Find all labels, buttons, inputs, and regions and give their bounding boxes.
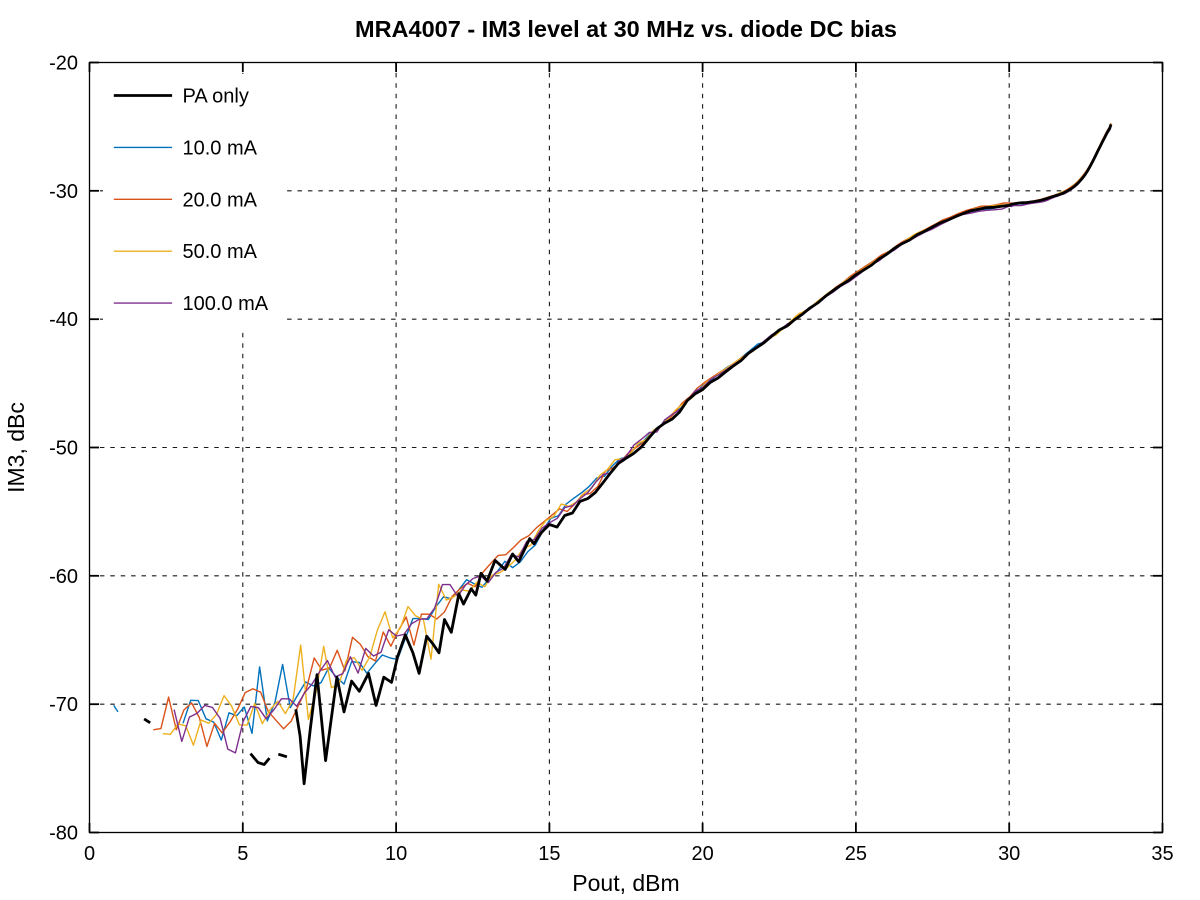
svg-text:20.0 mA: 20.0 mA <box>183 189 258 211</box>
svg-text:-60: -60 <box>49 566 78 588</box>
svg-text:100.0 mA: 100.0 mA <box>183 293 269 315</box>
svg-text:25: 25 <box>845 843 867 865</box>
svg-text:-80: -80 <box>49 823 78 845</box>
svg-text:-20: -20 <box>49 53 78 75</box>
svg-text:IM3, dBc: IM3, dBc <box>3 402 29 493</box>
svg-text:MRA4007 - IM3 level at 30 MHz: MRA4007 - IM3 level at 30 MHz vs. diode … <box>355 16 897 42</box>
svg-text:0: 0 <box>84 843 95 865</box>
svg-text:35: 35 <box>1151 843 1173 865</box>
svg-text:10: 10 <box>385 843 407 865</box>
svg-text:Pout, dBm: Pout, dBm <box>572 870 679 896</box>
svg-text:15: 15 <box>538 843 560 865</box>
svg-text:20: 20 <box>691 843 713 865</box>
svg-text:50.0 mA: 50.0 mA <box>183 241 258 263</box>
svg-text:-30: -30 <box>49 181 78 203</box>
svg-text:-50: -50 <box>49 438 78 460</box>
svg-text:-40: -40 <box>49 309 78 331</box>
svg-text:PA only: PA only <box>183 86 249 108</box>
svg-text:5: 5 <box>237 843 248 865</box>
svg-text:-70: -70 <box>49 694 78 716</box>
svg-text:30: 30 <box>998 843 1020 865</box>
svg-text:10.0 mA: 10.0 mA <box>183 137 258 159</box>
